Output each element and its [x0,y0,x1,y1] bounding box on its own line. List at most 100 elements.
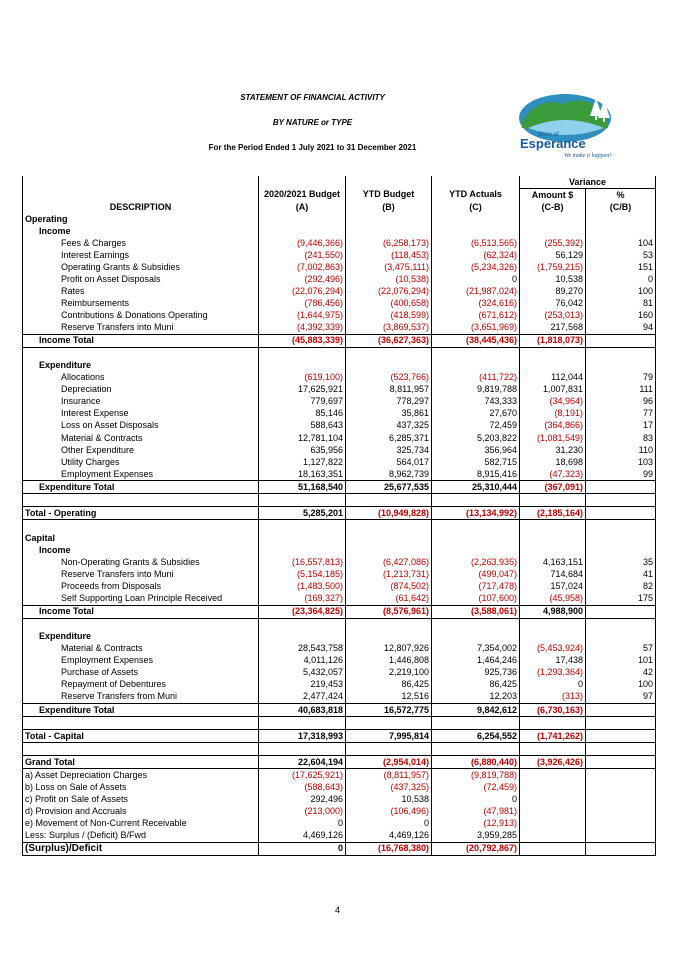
cell-b: (16,768,380) [345,841,432,856]
cell-e: 82 [585,580,656,593]
cell-a: (9,446,366) [258,237,346,250]
cell-e: 111 [585,383,656,396]
cell-e: 104 [585,237,656,250]
shire-of-esperance-logo: Shire of Esperance We make it happen! [519,94,611,159]
cell-b: 16,572,775 [345,703,432,718]
table-row: Interest Earnings (241,550) (118,453) (62,3… [22,249,656,262]
cell-b: 1,446,808 [345,654,432,667]
cell-b: 8,811,957 [345,383,432,396]
cell-e [585,213,656,226]
cell-a: 4,011,126 [258,654,346,667]
table-row: Employment Expenses 18,163,351 8,962,739 8,… [22,468,656,481]
table-row: Expenditure Total 40,683,818 16,572,775 9,8… [22,703,656,718]
cell-b: (8,811,957) [345,768,432,782]
row-label: Operating Grants & Subsidies [22,261,259,274]
cell-e: 151 [585,261,656,274]
table-row: Reimbursements (786,456) (400,658) (324,616… [22,297,656,310]
cell-e [585,519,656,533]
table-row: Expenditure Total 51,168,540 25,677,535 25,… [22,480,656,495]
cell-c [431,618,520,631]
cell-d [519,347,586,360]
table-row: Utility Charges 1,127,822 564,017 582,715 18… [22,456,656,469]
row-label: Employment Expenses [22,468,259,481]
cell-c: 3,959,285 [431,829,520,843]
cell-c: 0 [431,793,520,806]
cell-d: (34,964) [519,395,586,408]
cell-d [519,793,586,806]
table-row: Income Total (45,883,339) (36,627,363) (38,… [22,333,656,348]
cell-d: 112,044 [519,371,586,384]
cell-e [585,729,656,744]
cell-a: 292,496 [258,793,346,806]
cell-b: 564,017 [345,456,432,469]
svg-text:Shire of: Shire of [538,132,559,138]
cell-b: (437,325) [345,781,432,794]
pct-header: % [585,188,656,202]
row-label [22,493,259,507]
cell-e [585,630,656,643]
cell-a: (5,154,185) [258,568,346,581]
cell-e: 53 [585,249,656,262]
cell-e [585,480,656,495]
cell-a [258,225,346,238]
cell-e [585,359,656,372]
table-row: Total - Operating 5,285,201 (10,949,828) (1… [22,506,656,521]
cell-d: (255,392) [519,237,586,250]
row-label: Income Total [22,333,259,348]
row-label: Allocations [22,371,259,384]
cell-d [519,493,586,507]
table-row: Fees & Charges (9,446,366) (6,258,173) (6,5… [22,237,656,250]
cell-a [258,347,346,360]
cell-c: (717,478) [431,580,520,593]
table-row: Less: Surplus / (Deficit) B/Fwd 4,469,126… [22,829,656,843]
table-row [22,716,656,730]
cell-d: 18,698 [519,456,586,469]
cell-c: (13,134,992) [431,506,520,521]
table-row [22,618,656,631]
cell-a: 17,318,993 [258,729,346,744]
cell-b: (418,599) [345,309,432,322]
cell-a: 5,432,057 [258,666,346,679]
row-label: Less: Surplus / (Deficit) B/Fwd [22,829,259,843]
cell-e [585,544,656,557]
table-row [22,347,656,360]
table-row: Reserve Transfers into Muni (5,154,185) (1… [22,568,656,581]
cell-c: (2,263,935) [431,556,520,569]
cell-b [345,347,432,360]
cell-b: 25,677,535 [345,480,432,495]
cell-e: 42 [585,666,656,679]
cell-b: 2,219,100 [345,666,432,679]
cell-d: (3,926,426) [519,755,586,770]
cell-d: 1,007,831 [519,383,586,396]
cell-b: (36,627,363) [345,333,432,348]
cell-e [585,493,656,507]
table-row: Loss on Asset Disposals 588,643 437,325 72,… [22,419,656,432]
cell-b [345,716,432,730]
row-label: Expenditure [22,359,259,372]
cell-e [585,347,656,360]
cell-d: 714,684 [519,568,586,581]
cell-a: 0 [258,841,346,856]
cell-c [431,359,520,372]
row-label: Income [22,544,259,557]
table-row: Operating Grants & Subsidies (7,002,863)(… [22,261,656,274]
table-row: a) Asset Depreciation Charges (17,625,921… [22,768,656,782]
cell-b: (118,453) [345,249,432,262]
cell-e [585,805,656,818]
table-row: Total - Capital 17,318,993 7,995,814 6,254,… [22,729,656,744]
row-label: Fees & Charges [22,237,259,250]
cell-a: 5,285,201 [258,506,346,521]
cell-a: 28,543,758 [258,642,346,655]
cell-a: 22,604,194 [258,755,346,770]
cell-d [519,359,586,372]
cell-b [345,544,432,557]
row-label: Repayment of Debentures [22,678,259,691]
cell-b: 8,962,739 [345,468,432,481]
cell-c: 7,354,002 [431,642,520,655]
table-row: Contributions & Donations Operating (1,64… [22,309,656,322]
cell-c: (3,651,969) [431,321,520,335]
cell-c [431,493,520,507]
cell-c: (47,981) [431,805,520,818]
cell-c: (38,445,436) [431,333,520,348]
table-row: Income Total (23,364,825) (8,576,961) (3,58… [22,604,656,619]
